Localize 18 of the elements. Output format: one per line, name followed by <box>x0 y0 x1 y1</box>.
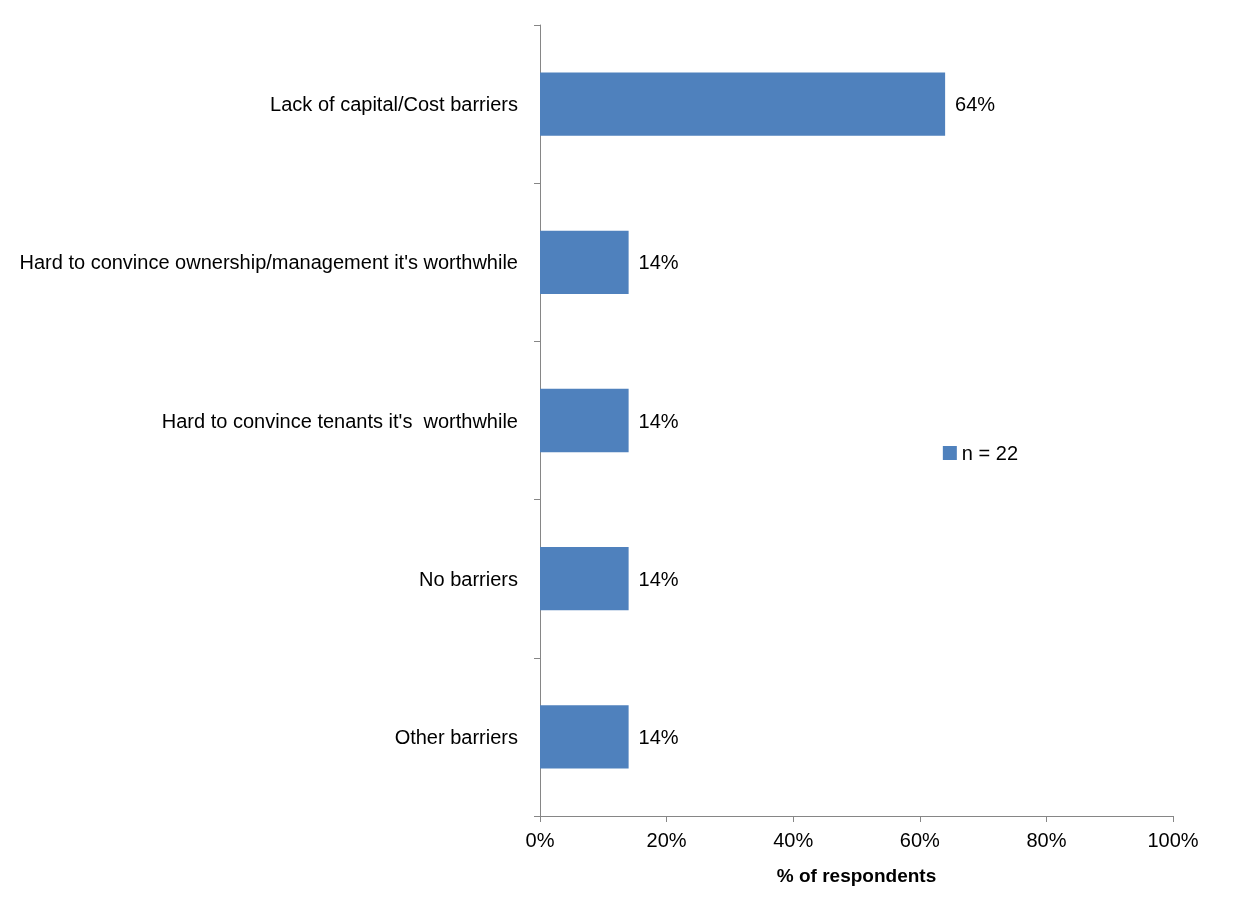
y-tick-label: Other barriers <box>394 725 518 748</box>
y-tick-label: Hard to convince tenants it's worthwhile <box>161 409 518 432</box>
x-axis-title: % of respondents <box>776 865 937 886</box>
y-tick-label: Lack of capital/Cost barriers <box>270 93 518 116</box>
x-tick-label: 100% <box>1147 829 1199 851</box>
x-tick-label: 60% <box>899 829 941 851</box>
x-tick-label: 20% <box>646 829 687 851</box>
data-label: 64% <box>955 93 996 116</box>
x-tick-label: 80% <box>1026 829 1067 851</box>
y-tick-label: Hard to convince ownership/management it's worthwhile <box>19 251 518 274</box>
data-label: 14% <box>638 567 679 590</box>
legend-label: n = 22 <box>961 442 1019 464</box>
data-label: 14% <box>638 725 679 748</box>
x-tick-label: 40% <box>773 829 814 851</box>
data-label: 14% <box>638 409 679 432</box>
y-tick-label: No barriers <box>419 567 518 590</box>
x-tick-label: 0% <box>525 829 555 851</box>
data-label: 14% <box>638 251 679 274</box>
